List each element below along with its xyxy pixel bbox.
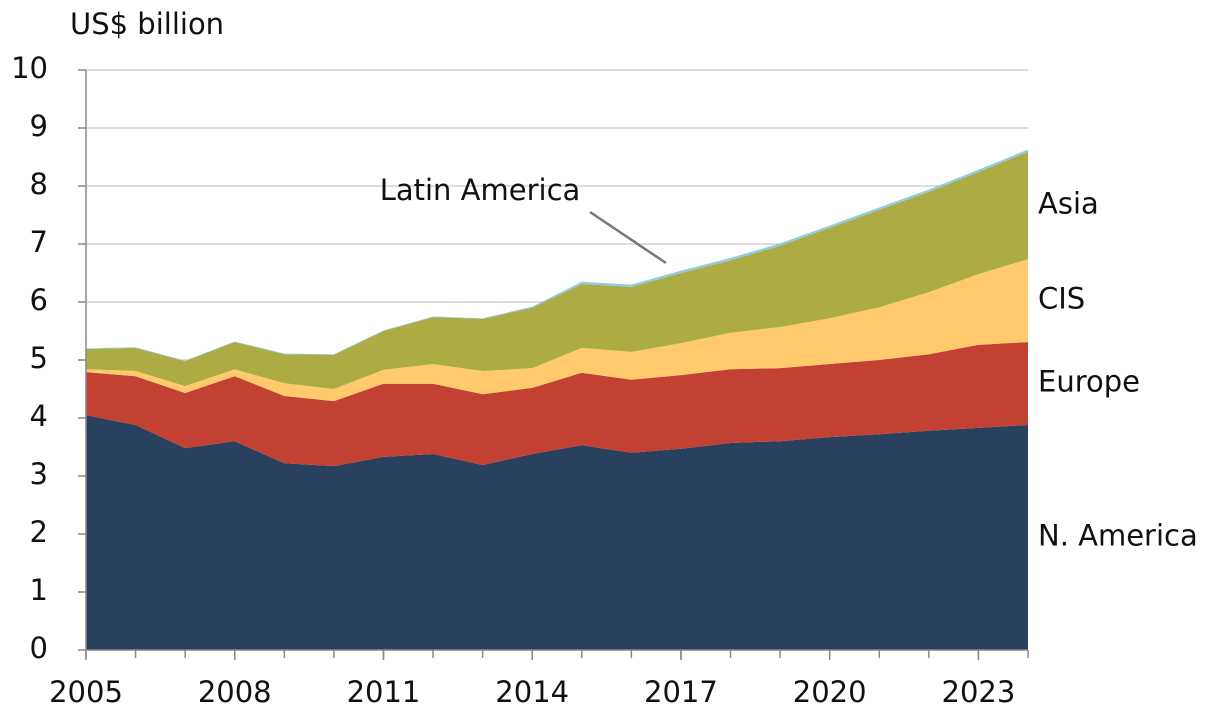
y-tick-label: 9 bbox=[30, 109, 48, 143]
y-tick-label: 5 bbox=[30, 341, 48, 375]
area bbox=[86, 151, 1028, 389]
y-tick-label: 0 bbox=[30, 631, 48, 665]
series-label: Latin America bbox=[380, 173, 581, 207]
x-tick-label: 2008 bbox=[198, 675, 272, 709]
x-tick-label: 2005 bbox=[49, 675, 123, 709]
area bbox=[86, 259, 1028, 402]
y-tick-label: 3 bbox=[30, 457, 48, 491]
series-label: Asia bbox=[1038, 186, 1099, 220]
y-tick-label: 8 bbox=[30, 167, 48, 201]
area bbox=[86, 415, 1028, 650]
y-tick-label: 10 bbox=[11, 51, 48, 85]
leader-line bbox=[589, 210, 667, 265]
x-tick-label: 2017 bbox=[644, 675, 718, 709]
series-label: Europe bbox=[1038, 364, 1140, 398]
y-tick-label: 4 bbox=[30, 399, 48, 433]
x-tick-label: 2014 bbox=[495, 675, 569, 709]
y-tick-label: 7 bbox=[30, 225, 48, 259]
x-tick-label: 2020 bbox=[793, 675, 867, 709]
y-axis-label: US$ billion bbox=[70, 7, 224, 41]
y-tick-label: 2 bbox=[30, 515, 48, 549]
area bbox=[86, 342, 1028, 467]
x-tick-label: 2011 bbox=[347, 675, 421, 709]
x-tick-label: 2023 bbox=[942, 675, 1016, 709]
series-label: N. America bbox=[1038, 518, 1198, 552]
y-tick-label: 1 bbox=[30, 573, 48, 607]
y-tick-label: 6 bbox=[30, 283, 48, 317]
series-label: CIS bbox=[1038, 282, 1085, 316]
